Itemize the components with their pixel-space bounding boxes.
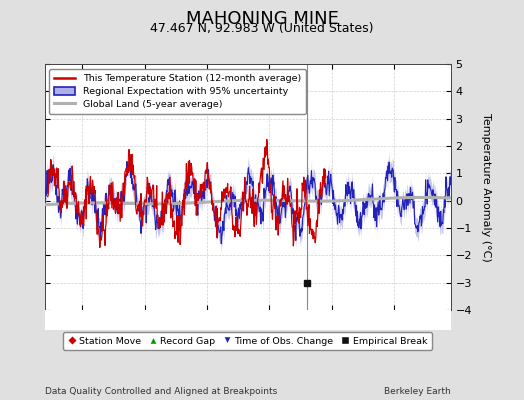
Y-axis label: Temperature Anomaly (°C): Temperature Anomaly (°C): [482, 113, 492, 261]
Text: MAHONING MINE: MAHONING MINE: [185, 10, 339, 28]
Text: Berkeley Earth: Berkeley Earth: [384, 387, 451, 396]
Text: 47.467 N, 92.983 W (United States): 47.467 N, 92.983 W (United States): [150, 22, 374, 35]
Legend: Station Move, Record Gap, Time of Obs. Change, Empirical Break: Station Move, Record Gap, Time of Obs. C…: [63, 332, 432, 350]
Legend: This Temperature Station (12-month average), Regional Expectation with 95% uncer: This Temperature Station (12-month avera…: [49, 69, 306, 114]
Text: Data Quality Controlled and Aligned at Breakpoints: Data Quality Controlled and Aligned at B…: [45, 387, 277, 396]
